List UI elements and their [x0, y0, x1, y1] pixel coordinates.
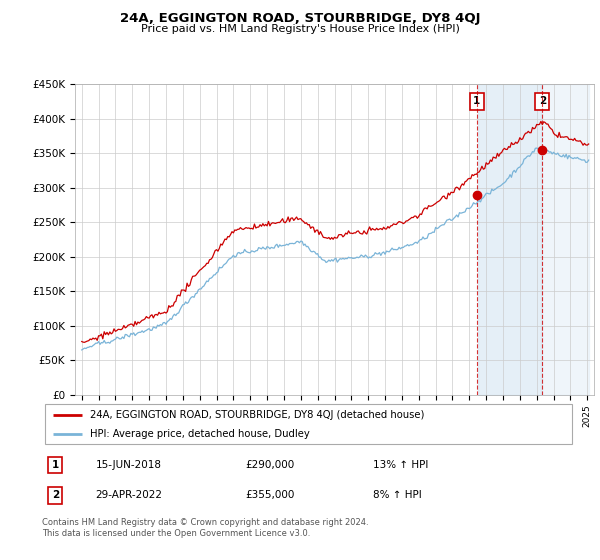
- Text: 1: 1: [52, 460, 59, 470]
- Text: Price paid vs. HM Land Registry's House Price Index (HPI): Price paid vs. HM Land Registry's House …: [140, 24, 460, 34]
- Text: £290,000: £290,000: [245, 460, 294, 470]
- Text: 24A, EGGINGTON ROAD, STOURBRIDGE, DY8 4QJ: 24A, EGGINGTON ROAD, STOURBRIDGE, DY8 4Q…: [120, 12, 480, 25]
- Text: 2: 2: [52, 491, 59, 501]
- Text: HPI: Average price, detached house, Dudley: HPI: Average price, detached house, Dudl…: [90, 429, 310, 439]
- Text: £355,000: £355,000: [245, 491, 294, 501]
- Text: 8% ↑ HPI: 8% ↑ HPI: [373, 491, 422, 501]
- Text: 15-JUN-2018: 15-JUN-2018: [95, 460, 161, 470]
- Text: 1: 1: [473, 96, 481, 106]
- FancyBboxPatch shape: [44, 404, 572, 444]
- Text: 29-APR-2022: 29-APR-2022: [95, 491, 163, 501]
- Text: This data is licensed under the Open Government Licence v3.0.: This data is licensed under the Open Gov…: [42, 529, 310, 538]
- Text: 2: 2: [539, 96, 546, 106]
- Text: Contains HM Land Registry data © Crown copyright and database right 2024.: Contains HM Land Registry data © Crown c…: [42, 518, 368, 527]
- Text: 24A, EGGINGTON ROAD, STOURBRIDGE, DY8 4QJ (detached house): 24A, EGGINGTON ROAD, STOURBRIDGE, DY8 4Q…: [90, 409, 424, 419]
- Text: 13% ↑ HPI: 13% ↑ HPI: [373, 460, 428, 470]
